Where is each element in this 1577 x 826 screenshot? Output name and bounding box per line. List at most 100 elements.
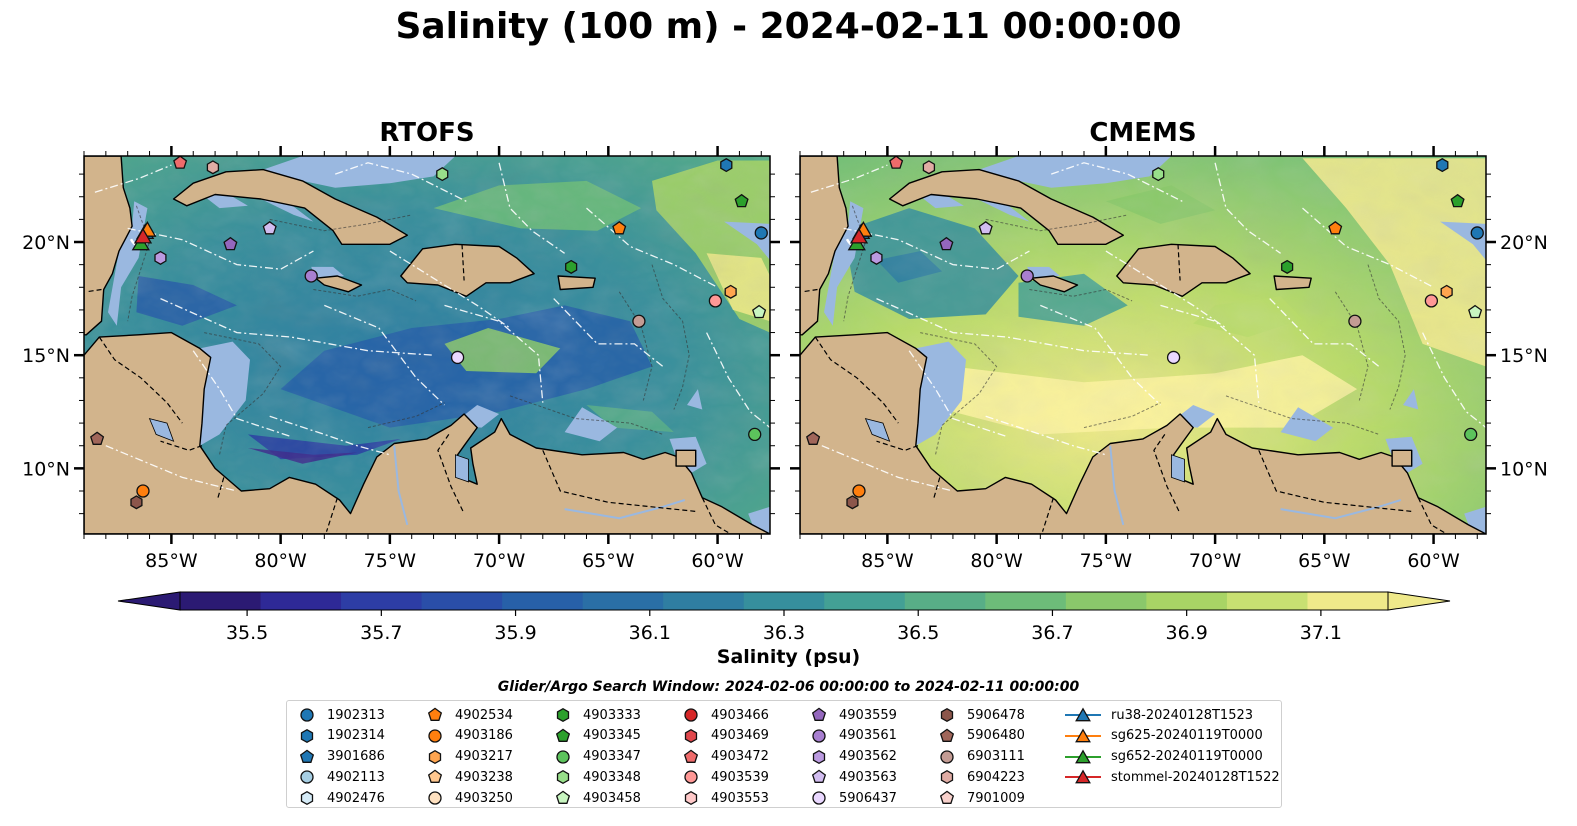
bathymetry-contour	[367, 402, 445, 429]
legend-item: 4903466	[679, 705, 805, 725]
legend-marker	[556, 770, 570, 785]
eez-boundary	[821, 445, 954, 492]
lat-tick-label: 10°N	[22, 458, 70, 480]
lake	[454, 454, 469, 483]
legend-marker	[555, 728, 571, 742]
eez-boundary	[389, 250, 511, 329]
colorbar-segment	[743, 592, 825, 610]
legend-label: 4902476	[327, 790, 385, 806]
legend-item: 4903238	[423, 767, 549, 787]
legend-item: 6904223	[935, 767, 1061, 787]
legend-item: 5906480	[935, 726, 1061, 746]
lon-tick-label: 75°W	[364, 550, 417, 572]
legend-marker	[1075, 769, 1091, 784]
legend-marker	[300, 728, 314, 743]
circle-marker-icon	[684, 708, 698, 722]
lon-tick-label: 85°W	[861, 550, 914, 572]
eez-boundary	[553, 298, 664, 368]
legend-label: sg652-20240119T0000	[1111, 749, 1263, 765]
lon-tick-label: 85°W	[145, 550, 198, 572]
legend-item: 5906478	[935, 705, 1061, 725]
eez-boundary	[843, 227, 1030, 270]
country-border	[325, 497, 338, 532]
eez-boundary	[1269, 298, 1380, 368]
legend-marker	[684, 770, 698, 785]
legend-item: 4903559	[807, 705, 933, 725]
land-central	[800, 331, 1486, 534]
shelf-area	[311, 266, 344, 279]
bathymetry-contour	[509, 395, 664, 435]
legend-marker	[427, 707, 443, 721]
legend-item: 4903186	[423, 726, 549, 746]
lon-tick-label: 60°W	[691, 550, 744, 572]
float-4903539	[708, 294, 723, 308]
hexagon-marker-icon	[812, 749, 826, 764]
lon-tick-label: 80°W	[254, 550, 307, 572]
legend-item: 5906437	[807, 788, 933, 808]
legend-marker	[428, 749, 442, 764]
colorbar-segment	[1146, 592, 1228, 610]
eez-boundary	[908, 350, 1008, 438]
country-border	[932, 477, 941, 501]
legend-marker	[940, 770, 954, 785]
float-4903562	[154, 250, 167, 265]
legend-label: 7901009	[967, 790, 1025, 806]
pentagon-marker-icon	[555, 728, 571, 742]
legend-marker	[300, 770, 314, 785]
legend: 1902313 1902314 3901686 4902113 4902476 49025…	[286, 700, 1282, 808]
shelf-area	[261, 196, 314, 222]
eez-boundary	[985, 415, 1107, 456]
shelf-area	[1403, 389, 1419, 410]
legend-item: 4903347	[551, 747, 677, 767]
pentagon-marker-icon	[427, 707, 443, 721]
hexagon-marker-icon	[428, 749, 442, 764]
bathymetry-contour	[1334, 291, 1369, 401]
lon-tick-label: 65°W	[1298, 550, 1351, 572]
float-4903561	[1020, 269, 1034, 283]
legend-item: 4902113	[295, 767, 421, 787]
land-cuba	[888, 168, 1124, 246]
country-border	[542, 450, 696, 512]
hexagon-marker-icon	[940, 707, 954, 723]
legend-marker	[811, 769, 827, 784]
legend-label: 3901686	[327, 749, 385, 765]
colorbar-tick-label: 36.7	[1031, 622, 1073, 644]
triangle-marker-icon	[1065, 707, 1101, 722]
float-4903559	[939, 236, 954, 251]
legend-label: 1902314	[327, 728, 385, 744]
colorbar-segment	[1065, 592, 1147, 610]
colorbar-tick-label: 35.9	[494, 622, 536, 644]
eez-boundary	[1160, 304, 1260, 403]
hexagon-marker-icon	[300, 728, 314, 743]
legend-marker	[683, 749, 699, 763]
land-mexico	[800, 156, 849, 336]
country-border	[1258, 450, 1412, 512]
bathymetry-contour	[127, 205, 151, 322]
legend-marker	[684, 728, 698, 743]
land-hispaniola	[1116, 243, 1251, 298]
legend-label: 4903347	[583, 749, 641, 765]
float-4903539	[1424, 294, 1439, 308]
legend-label: 5906478	[967, 707, 1025, 723]
country-border	[437, 434, 465, 514]
bathymetry-contour	[1367, 264, 1406, 410]
shelf-area	[915, 341, 966, 446]
float-4903347	[748, 427, 762, 442]
legend-marker	[299, 749, 315, 763]
float-5906480	[806, 431, 821, 445]
circle-marker-icon	[556, 749, 570, 764]
lat-tick-label: 20°N	[1500, 232, 1548, 254]
legend-label: sg625-20240119T0000	[1111, 728, 1263, 744]
legend-marker	[939, 790, 955, 805]
circle-marker-icon	[300, 770, 314, 785]
legend-label: 4903250	[455, 790, 513, 806]
colorbar-extend-low	[117, 591, 181, 611]
bathymetry-contour	[269, 214, 412, 232]
river	[1280, 499, 1402, 520]
eez-boundary	[706, 332, 770, 429]
float-1902313	[1470, 226, 1484, 240]
float-4903472	[173, 156, 188, 169]
country-border	[1417, 497, 1448, 534]
float-4903561	[304, 269, 318, 283]
